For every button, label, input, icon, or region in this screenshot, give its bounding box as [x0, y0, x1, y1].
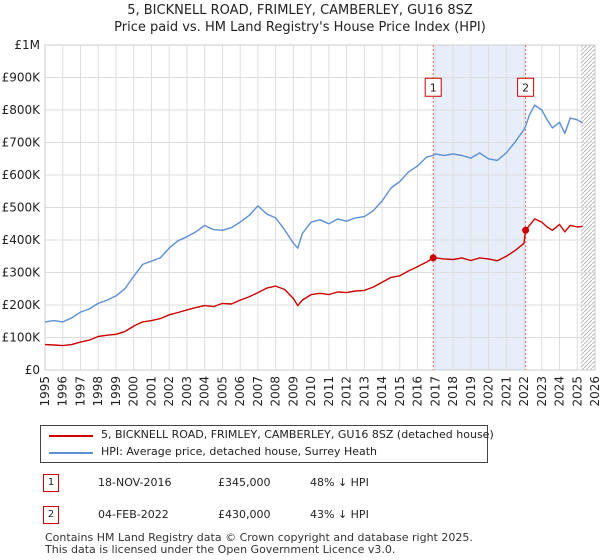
chart-subtitle: Price paid vs. HM Land Registry's House …	[114, 20, 486, 35]
x-tick-label: 2015	[393, 376, 407, 407]
legend-line-property	[49, 435, 93, 437]
legend-line-hpi	[49, 452, 93, 454]
y-tick-label: £100K	[2, 331, 42, 345]
transaction-price: £345,000	[218, 476, 271, 489]
plot-frame	[44, 44, 596, 371]
chart-title: 5, BICKNELL ROAD, FRIMLEY, CAMBERLEY, GU…	[127, 3, 473, 18]
y-tick-label: £1M	[14, 38, 40, 52]
x-tick-label: 2018	[446, 376, 460, 407]
x-tick-label: 2011	[322, 376, 336, 407]
x-tick-label: 2013	[357, 376, 371, 407]
x-tick-label: 2025	[570, 376, 584, 407]
x-tick-label: 2009	[286, 376, 300, 407]
y-tick-label: £300K	[2, 266, 42, 280]
transaction-row: 2 04-FEB-2022 £430,000 43% ↓ HPI	[40, 506, 580, 524]
x-tick-label: 2001	[144, 376, 158, 407]
property-line	[44, 218, 583, 347]
x-tick-label: 1998	[91, 376, 105, 407]
transaction-hpi: 43% ↓ HPI	[310, 508, 369, 521]
y-tick-label: £900K	[2, 71, 42, 85]
x-tick-label: 1997	[73, 376, 87, 407]
sale-point	[522, 226, 530, 234]
x-tick-label: 1999	[109, 376, 123, 407]
x-tick-label: 2019	[464, 376, 478, 407]
y-tick-label: £700K	[2, 136, 42, 150]
y-tick-label: £600K	[2, 168, 42, 182]
x-tick-label: 2008	[269, 376, 283, 407]
transaction-hpi: 48% ↓ HPI	[310, 476, 369, 489]
x-tick-label: 2016	[411, 376, 425, 407]
hpi-line	[44, 104, 583, 323]
x-tick-label: 1995	[38, 376, 52, 407]
sale-point	[429, 254, 437, 262]
x-tick-label: 2026	[588, 376, 600, 407]
x-tick-label: 2003	[180, 376, 194, 407]
y-tick-label: £200K	[2, 298, 42, 312]
marker-label: 2	[522, 81, 529, 94]
marker-box	[424, 77, 442, 97]
transaction-date: 04-FEB-2022	[98, 508, 169, 521]
x-tick-label: 2014	[375, 376, 389, 407]
marker-box	[517, 77, 535, 97]
footer-line-2: This data is licensed under the Open Gov…	[45, 543, 396, 556]
x-tick-label: 2010	[304, 376, 318, 407]
legend-label-hpi: HPI: Average price, detached house, Surr…	[101, 445, 378, 458]
x-tick-label: 2021	[499, 376, 513, 407]
transaction-row: 1 18-NOV-2016 £345,000 48% ↓ HPI	[40, 474, 580, 492]
x-tick-label: 2020	[482, 376, 496, 407]
x-tick-label: 2022	[517, 376, 531, 407]
x-tick-label: 2004	[198, 376, 212, 407]
legend: 5, BICKNELL ROAD, FRIMLEY, CAMBERLEY, GU…	[40, 425, 494, 463]
transaction-badge: 2	[43, 506, 59, 524]
transaction-badge: 1	[43, 474, 59, 492]
x-tick-label: 2000	[127, 376, 141, 407]
y-tick-label: £800K	[2, 103, 42, 117]
marker-label: 1	[430, 81, 437, 94]
legend-label-property: 5, BICKNELL ROAD, FRIMLEY, CAMBERLEY, GU…	[101, 428, 494, 441]
x-tick-label: 2002	[162, 376, 176, 407]
x-tick-label: 2023	[535, 376, 549, 407]
y-tick-label: £400K	[2, 233, 42, 247]
x-tick-label: 2024	[553, 376, 567, 407]
y-tick-label: £0	[25, 363, 40, 377]
transaction-price: £430,000	[218, 508, 271, 521]
x-tick-label: 2017	[428, 376, 442, 407]
transaction-date: 18-NOV-2016	[98, 476, 172, 489]
x-tick-label: 2006	[233, 376, 247, 407]
x-tick-label: 2012	[340, 376, 354, 407]
footer-line-1: Contains HM Land Registry data © Crown c…	[45, 531, 473, 544]
x-tick-label: 1996	[56, 376, 70, 407]
x-tick-label: 2005	[215, 376, 229, 407]
y-tick-label: £500K	[2, 201, 42, 215]
price-chart: £0 £100K £200K £300K £400K £500K £600K £700K £80…	[2, 38, 600, 407]
footer: Contains HM Land Registry data © Crown c…	[45, 532, 473, 556]
x-tick-label: 2007	[251, 376, 265, 407]
